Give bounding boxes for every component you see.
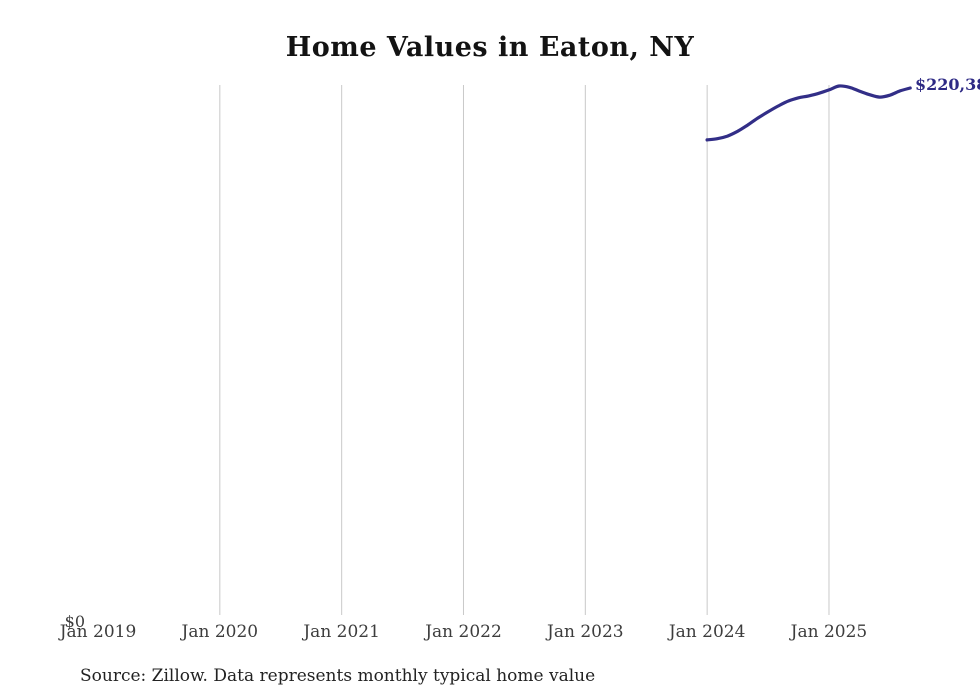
y-axis-zero-label: $0 bbox=[64, 612, 85, 631]
x-axis-tick-label: Jan 2025 bbox=[790, 622, 868, 642]
x-axis-tick-label: Jan 2022 bbox=[425, 622, 502, 642]
x-axis-tick-label: Jan 2020 bbox=[181, 622, 259, 642]
source-note: Source: Zillow. Data represents monthly … bbox=[80, 666, 596, 686]
x-axis-tick-label: Jan 2024 bbox=[668, 622, 746, 642]
chart-title: Home Values in Eaton, NY bbox=[285, 32, 695, 63]
x-axis-tick-label: Jan 2019 bbox=[59, 622, 137, 642]
home-value-line bbox=[705, 84, 912, 142]
x-axis-tick-label: Jan 2021 bbox=[303, 622, 380, 642]
latest-value-label: $220,388 bbox=[915, 75, 980, 94]
x-axis-tick-label: Jan 2023 bbox=[547, 622, 624, 642]
